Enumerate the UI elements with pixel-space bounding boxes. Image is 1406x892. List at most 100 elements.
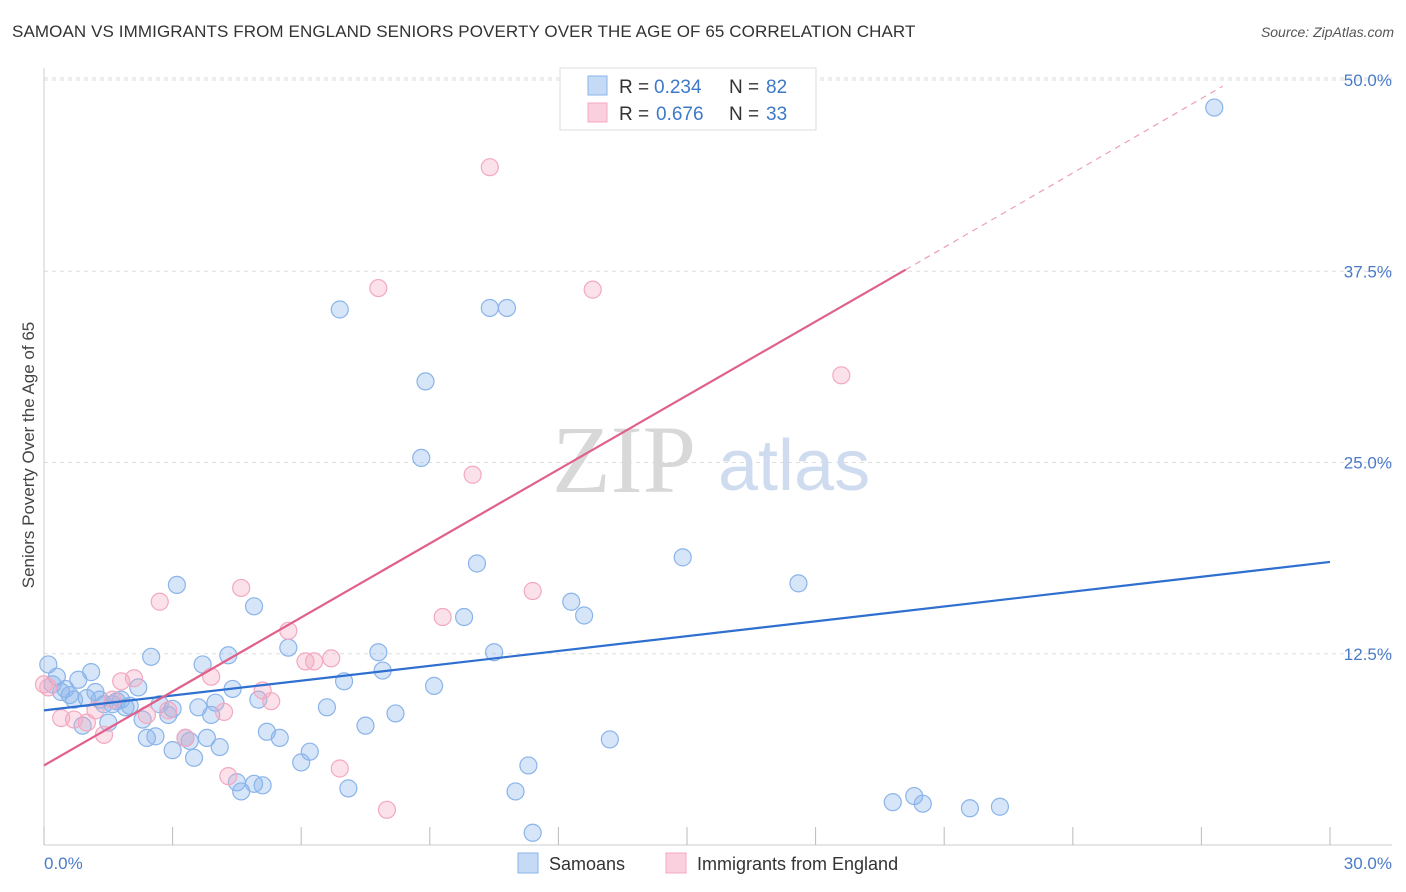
legend-swatch-samoans (587, 75, 608, 96)
england-trend-extension (905, 85, 1224, 271)
y-tick-label-0: 12.5% (1344, 645, 1392, 664)
legend-n-label-2: N = (729, 104, 759, 125)
samoan-point-44 (244, 597, 264, 616)
samoan-point-57 (369, 643, 388, 662)
samoan-point-80 (990, 797, 1010, 816)
england-point-10 (150, 592, 169, 611)
samoan-point-81 (1205, 98, 1224, 117)
samoan-point-53 (330, 300, 349, 319)
england-point-24 (369, 278, 388, 298)
samoan-point-75 (789, 574, 808, 593)
samoan-point-46 (253, 776, 272, 795)
legend-n-label-1: N = (729, 77, 759, 98)
bottom-legend-label-england: Immigrants from England (697, 854, 898, 874)
y-tick-label-3: 50.0% (1344, 71, 1392, 90)
england-point-22 (322, 649, 341, 668)
bottom-legend-swatch-samoans (517, 852, 539, 874)
samoan-point-51 (300, 742, 319, 761)
bottom-legend-label-samoans: Samoans (549, 854, 625, 874)
samoan-point-20 (129, 678, 148, 697)
correlation-legend: R = 0.234 N = 82 R = 0.676 N = 33 (559, 67, 817, 131)
legend-r-label-1: R = (619, 77, 649, 98)
legend-swatch-england (587, 102, 608, 123)
samoan-point-63 (454, 607, 474, 627)
england-point-6 (103, 690, 122, 709)
samoan-point-28 (163, 741, 182, 760)
england-point-32 (34, 675, 54, 694)
england-point-8 (124, 669, 144, 688)
england-point-29 (523, 581, 542, 601)
x-ticks (43, 827, 1331, 845)
scatter-points (34, 98, 1224, 842)
england-point-15 (219, 767, 238, 786)
england-point-27 (463, 465, 482, 484)
samoan-point-60 (412, 448, 431, 468)
series-legend: Samoans Immigrants from England (517, 852, 898, 874)
samoan-point-67 (497, 298, 517, 318)
england-trend-line (43, 268, 907, 767)
samoan-point-49 (279, 638, 298, 657)
england-point-30 (583, 280, 602, 299)
y-axis-title: Seniors Poverty Over the Age of 65 (19, 322, 38, 588)
samoan-point-66 (485, 643, 504, 662)
samoan-point-64 (467, 554, 487, 573)
trend-lines (43, 85, 1331, 767)
england-point-14 (214, 702, 234, 721)
samoan-point-65 (480, 298, 499, 318)
samoan-point-56 (356, 716, 375, 735)
legend-r-value-2: 0.676 (656, 104, 704, 125)
samoan-point-55 (339, 779, 358, 798)
samoan-point-23 (142, 647, 161, 666)
axes (43, 68, 1392, 846)
england-point-4 (86, 701, 105, 720)
samoan-point-48 (270, 728, 289, 748)
samoan-point-52 (317, 698, 337, 717)
samoan-point-32 (184, 748, 204, 767)
samoan-trend-line (43, 560, 1331, 712)
england-point-11 (159, 701, 178, 720)
samoan-point-69 (519, 756, 538, 775)
england-point-12 (176, 728, 195, 748)
y-tick-label-1: 25.0% (1344, 454, 1392, 473)
england-point-23 (330, 759, 349, 778)
samoan-point-74 (673, 548, 692, 567)
samoan-point-29 (167, 575, 186, 595)
samoan-point-35 (197, 728, 216, 748)
samoan-point-38 (210, 737, 229, 757)
bottom-legend-swatch-england (665, 852, 687, 874)
samoan-point-68 (506, 782, 525, 801)
samoan-point-10 (82, 663, 101, 682)
england-point-18 (262, 692, 281, 711)
x-tick-label-min: 0.0% (44, 854, 83, 873)
y-tick-label-2: 37.5% (1344, 262, 1392, 281)
england-point-25 (377, 800, 397, 819)
samoan-point-79 (960, 799, 980, 818)
england-point-26 (433, 607, 452, 627)
samoan-point-78 (913, 794, 932, 813)
england-point-13 (202, 667, 221, 686)
samoan-point-73 (600, 730, 619, 749)
samoan-point-71 (562, 592, 581, 611)
samoan-point-70 (523, 823, 542, 842)
gridlines (44, 77, 1392, 655)
samoan-point-72 (575, 606, 594, 625)
england-point-21 (304, 652, 324, 671)
samoan-point-24 (146, 727, 165, 746)
y-tick-labels: 12.5% 25.0% 37.5% 50.0% (1344, 71, 1392, 664)
england-point-31 (832, 366, 851, 385)
samoan-point-59 (386, 704, 405, 723)
england-point-28 (480, 158, 499, 177)
england-point-16 (232, 578, 251, 598)
samoan-point-62 (424, 676, 444, 695)
legend-r-value-1: 0.234 (654, 77, 702, 98)
legend-n-value-2: 33 (766, 104, 787, 125)
x-tick-label-max: 30.0% (1344, 854, 1392, 873)
samoan-point-61 (416, 372, 435, 391)
watermark-atlas: atlas (718, 426, 870, 506)
samoan-point-76 (883, 793, 902, 812)
legend-r-label-2: R = (619, 104, 649, 125)
source-label: Source: ZipAtlas.com (1260, 24, 1394, 40)
chart-title: SAMOAN VS IMMIGRANTS FROM ENGLAND SENIOR… (12, 22, 916, 41)
legend-n-value-1: 82 (766, 77, 787, 98)
